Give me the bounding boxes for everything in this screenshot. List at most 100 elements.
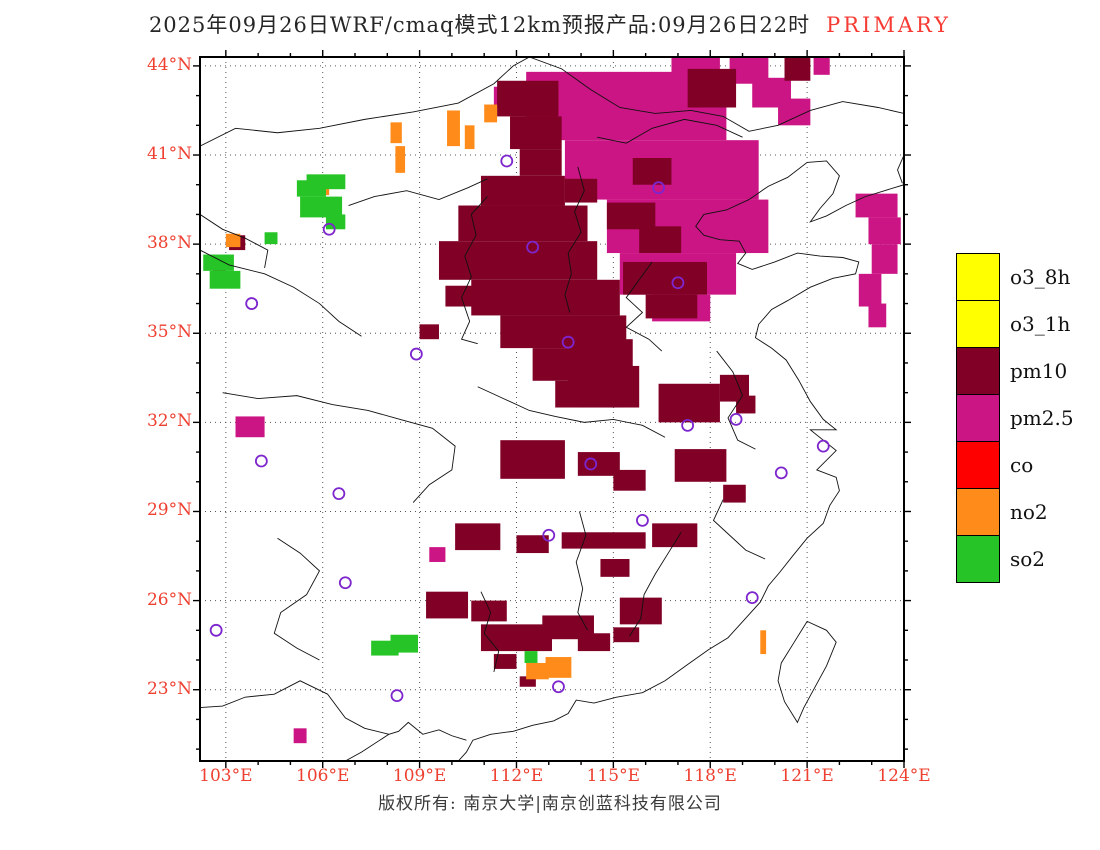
patch-pm10: [455, 523, 501, 551]
patch-pm2.5: [429, 547, 446, 562]
station-circle: [254, 454, 268, 468]
province-border: [477, 386, 666, 438]
station-circle: [500, 154, 514, 168]
lon-tick-label: 112°E: [489, 766, 544, 786]
patch-so2: [390, 634, 418, 653]
legend-swatch: [956, 347, 1000, 395]
island-outline: [777, 620, 837, 724]
patch-pm2.5: [871, 244, 898, 274]
pollutant-legend: o3_8h o3_1h pm10 pm2.5 co no2 so2: [956, 253, 1074, 583]
patch-no2: [390, 122, 402, 144]
station-circle: [245, 297, 259, 310]
province-border: [200, 249, 362, 337]
patch-pm10: [516, 535, 549, 554]
patch-pm10: [632, 157, 672, 185]
legend-item-no2: no2: [956, 488, 1074, 536]
patch-pm10: [564, 178, 598, 203]
patch-pm10: [471, 279, 620, 316]
province-border: [597, 118, 743, 144]
station-circle: [332, 487, 346, 501]
patch-no2: [395, 146, 406, 173]
patch-no2: [464, 125, 475, 150]
patch-pm10: [784, 57, 811, 81]
station-circle: [409, 347, 423, 361]
lon-tick-label: 121°E: [780, 766, 834, 786]
forecast-title-text: 2025年09月26日WRF/cmaq模式12km预报产品:09月26日22时: [148, 13, 811, 37]
lat-tick-label: 44°N: [146, 54, 192, 75]
patch-pm10: [438, 241, 598, 280]
station-circle: [322, 222, 336, 236]
patch-pm10: [613, 627, 640, 643]
patch-pm10: [577, 633, 611, 652]
legend-item-pm2.5: pm2.5: [956, 394, 1074, 442]
legend-swatch: [956, 535, 1000, 583]
map-boundaries: [200, 57, 904, 761]
patch-so2: [300, 196, 343, 218]
patch-pm2.5: [293, 728, 307, 744]
patch-pm10: [581, 365, 640, 408]
station-circle: [729, 412, 743, 426]
patch-pm2.5: [235, 416, 265, 438]
province-border: [200, 57, 530, 147]
station-circle: [681, 418, 695, 432]
patch-pm10: [480, 624, 552, 652]
patch-pm10: [480, 175, 565, 206]
page-title: 2025年09月26日WRF/cmaq模式12km预报产品:09月26日22时 P…: [0, 9, 1100, 39]
station-circle: [542, 528, 556, 542]
legend-label: pm2.5: [1010, 406, 1074, 430]
station-circle: [671, 276, 685, 290]
station-circle: [209, 623, 223, 637]
patch-pm10: [687, 68, 737, 108]
lat-tick-label: 26°N: [146, 589, 192, 610]
patch-pm10: [606, 202, 656, 230]
patch-pm10: [445, 285, 475, 307]
legend-label: pm10: [1010, 359, 1068, 383]
legend-label: o3_8h: [1010, 265, 1071, 289]
patch-pm10: [600, 559, 630, 577]
axis-ticks: [193, 50, 911, 768]
patch-pm10: [519, 676, 536, 687]
lon-tick-label: 115°E: [586, 766, 641, 786]
legend-label: co: [1010, 453, 1034, 477]
legend-swatch: [956, 488, 1000, 536]
patch-so2: [524, 651, 538, 663]
patch-pm10: [577, 452, 620, 476]
legend-item-o3_1h: o3_1h: [956, 300, 1074, 348]
station-circle: [526, 240, 540, 254]
lon-tick-label: 109°E: [392, 766, 447, 786]
patch-pm10: [426, 591, 469, 619]
patch-pm10: [623, 261, 708, 295]
patch-pm10: [561, 532, 646, 549]
station-circle: [584, 457, 598, 471]
legend-swatch: [956, 253, 1000, 301]
province-border: [629, 532, 682, 637]
lat-tick-label: 32°N: [146, 411, 192, 432]
patch-pm10: [645, 294, 698, 319]
patch-pm10: [674, 449, 727, 482]
patch-pm10: [736, 395, 756, 414]
station-circle: [774, 466, 788, 480]
province-border: [460, 196, 488, 345]
primary-tag: PRIMARY: [826, 13, 952, 37]
legend-label: no2: [1010, 500, 1048, 524]
patch-pm2.5: [858, 273, 882, 307]
legend-item-o3_8h: o3_8h: [956, 253, 1074, 301]
patch-pm2.5: [868, 217, 901, 245]
province-border: [575, 511, 588, 631]
patch-pm10: [510, 116, 562, 150]
province-border: [222, 392, 456, 503]
patch-so2: [209, 270, 241, 289]
patch-pm10: [723, 484, 746, 503]
coastline: [458, 160, 904, 761]
patch-pm2.5: [868, 303, 887, 328]
patch-so2: [325, 214, 346, 230]
patch-pm10: [658, 383, 720, 423]
province-border: [625, 261, 663, 352]
patch-pm10: [419, 324, 439, 340]
patch-no2: [447, 110, 460, 147]
lat-tick-label: 23°N: [146, 678, 192, 699]
lat-tick-label: 41°N: [146, 144, 192, 165]
station-circle: [338, 576, 352, 590]
